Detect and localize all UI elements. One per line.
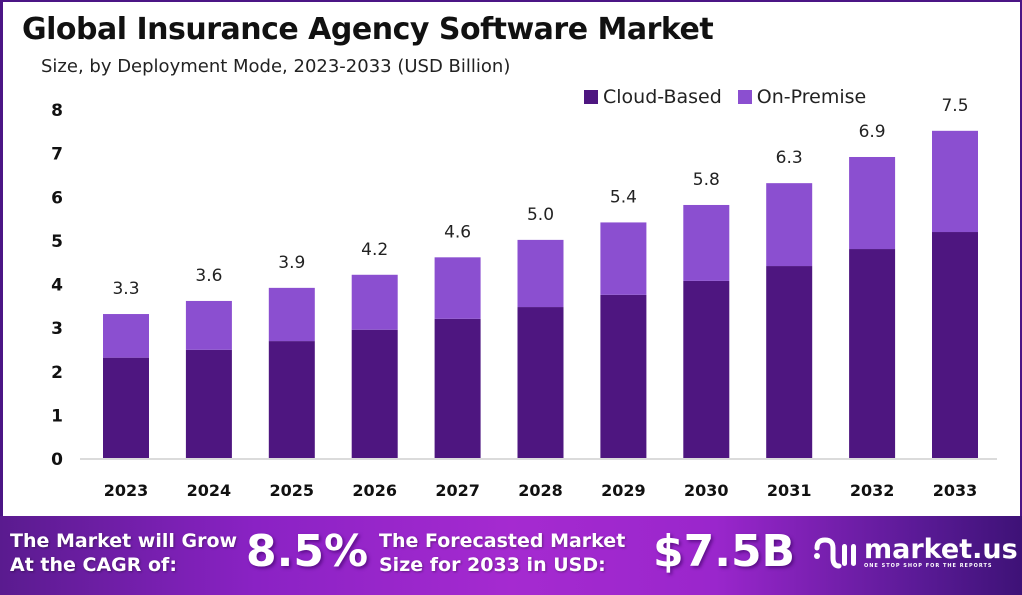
y-tick-label: 8 xyxy=(51,101,63,121)
x-tick-label: 2031 xyxy=(767,481,812,500)
y-tick-label: 1 xyxy=(51,406,63,426)
x-tick-label: 2024 xyxy=(187,481,232,500)
bar-segment-on-premise-2024 xyxy=(185,300,232,350)
y-tick-label: 6 xyxy=(51,188,63,208)
bar-group-2023: 3.3 xyxy=(103,279,149,458)
x-tick-label: 2029 xyxy=(601,481,646,500)
y-tick-label: 3 xyxy=(51,319,63,339)
x-tick-label: 2028 xyxy=(518,481,563,500)
bar-segment-cloud-based-2026 xyxy=(351,329,398,458)
legend-item-on-premise: On-Premise xyxy=(737,86,867,108)
bar-group-2033: 7.5 xyxy=(932,96,978,458)
market-us-logo: market.us ONE STOP SHOP FOR THE REPORTS xyxy=(812,536,1018,570)
bar-segment-on-premise-2023 xyxy=(103,314,149,358)
total-label: 5.8 xyxy=(693,170,720,190)
cagr-caption: The Market will Grow At the CAGR of: xyxy=(10,529,237,577)
bar-segment-on-premise-2029 xyxy=(600,222,647,295)
total-label: 4.2 xyxy=(361,240,388,260)
bar-group-2032: 6.9 xyxy=(849,122,896,458)
x-tick-label: 2030 xyxy=(684,481,729,500)
x-tick-label: 2025 xyxy=(270,481,315,500)
bar-segment-cloud-based-2029 xyxy=(600,294,647,458)
y-tick-label: 7 xyxy=(51,145,63,165)
x-tick-label: 2026 xyxy=(352,481,397,500)
total-label: 5.4 xyxy=(610,187,637,207)
forecast-caption: The Forecasted Market Size for 2033 in U… xyxy=(379,529,625,577)
bar-segment-on-premise-2031 xyxy=(766,183,813,267)
chart-subtitle: Size, by Deployment Mode, 2023-2033 (USD… xyxy=(41,56,511,77)
bar-group-2027: 4.6 xyxy=(434,222,481,458)
total-label: 6.9 xyxy=(859,122,886,142)
legend-swatch-cloud-based xyxy=(584,90,598,104)
bar-segment-on-premise-2027 xyxy=(434,257,481,319)
bar-group-2028: 5.0 xyxy=(517,205,564,458)
summary-banner: The Market will Grow At the CAGR of: 8.5… xyxy=(0,516,1022,595)
x-tick-label: 2027 xyxy=(435,481,480,500)
cagr-caption-line1: The Market will Grow xyxy=(10,530,238,552)
y-tick-label: 2 xyxy=(51,363,63,383)
total-label: 7.5 xyxy=(941,96,968,116)
bar-segment-cloud-based-2023 xyxy=(103,357,149,458)
total-label: 3.3 xyxy=(112,279,139,299)
bar-segment-cloud-based-2024 xyxy=(185,349,232,458)
y-axis: 0 1 2 3 4 5 6 7 8 xyxy=(51,101,63,470)
bar-segment-cloud-based-2030 xyxy=(683,280,730,458)
forecast-caption-line2: Size for 2033 in USD: xyxy=(379,554,606,576)
bar-group-2024: 3.6 xyxy=(185,266,232,458)
market-us-logo-icon xyxy=(814,537,856,569)
x-axis: 2023 2024 2025 2026 2027 2028 2029 2030 2031 2032… xyxy=(104,481,978,500)
total-label: 6.3 xyxy=(776,148,803,168)
legend-item-cloud-based: Cloud-Based xyxy=(584,86,722,108)
chart-title: Global Insurance Agency Software Market xyxy=(22,12,714,47)
bar-group-2031: 6.3 xyxy=(766,148,813,458)
x-tick-label: 2033 xyxy=(933,481,978,500)
total-label: 4.6 xyxy=(444,222,471,242)
total-label: 3.6 xyxy=(195,266,222,286)
bar-group-2030: 5.8 xyxy=(683,170,730,458)
legend: Cloud-Based On-Premise xyxy=(584,86,882,108)
legend-label: Cloud-Based xyxy=(603,86,722,108)
bar-segment-on-premise-2026 xyxy=(351,274,398,330)
bar-segment-cloud-based-2033 xyxy=(932,232,978,458)
stacked-bar-chart: 0 1 2 3 4 5 6 7 8 3.3 3.6 3.9 4.2 4.6 5.0 5.4 5.8 6.3 6.9… xyxy=(51,96,997,500)
legend-label: On-Premise xyxy=(756,86,867,108)
bar-segment-on-premise-2028 xyxy=(517,239,564,308)
bar-group-2029: 5.4 xyxy=(600,187,647,458)
x-tick-label: 2032 xyxy=(850,481,895,500)
bar-segment-on-premise-2032 xyxy=(849,156,896,250)
bar-segment-cloud-based-2032 xyxy=(849,249,896,458)
bar-group-2026: 4.2 xyxy=(351,240,398,458)
bar-segment-cloud-based-2027 xyxy=(434,318,481,458)
bar-segment-cloud-based-2028 xyxy=(517,307,564,458)
bar-group-2025: 3.9 xyxy=(268,253,315,458)
bar-segment-on-premise-2025 xyxy=(268,287,315,342)
legend-swatch-on-premise xyxy=(737,90,752,104)
bar-segment-on-premise-2033 xyxy=(932,130,978,233)
y-tick-label: 5 xyxy=(51,232,63,252)
bar-segment-cloud-based-2025 xyxy=(268,341,315,458)
logo-tagline: ONE STOP SHOP FOR THE REPORTS xyxy=(864,563,993,569)
cagr-value: 8.5% xyxy=(246,526,369,577)
y-tick-label: 4 xyxy=(51,276,63,296)
forecast-value: $7.5B xyxy=(653,526,796,577)
total-label: 5.0 xyxy=(527,205,554,225)
total-label: 3.9 xyxy=(278,253,305,273)
cagr-caption-line2: At the CAGR of: xyxy=(10,554,177,576)
bar-segment-on-premise-2030 xyxy=(683,204,730,281)
y-tick-label: 0 xyxy=(51,450,63,470)
bar-segment-cloud-based-2031 xyxy=(766,266,813,458)
logo-name: market.us xyxy=(864,534,1018,565)
bars: 3.3 3.6 3.9 4.2 4.6 5.0 5.4 5.8 6.3 6.9 7.5 xyxy=(103,96,978,458)
x-tick-label: 2023 xyxy=(104,481,149,500)
forecast-caption-line1: The Forecasted Market xyxy=(379,530,626,552)
